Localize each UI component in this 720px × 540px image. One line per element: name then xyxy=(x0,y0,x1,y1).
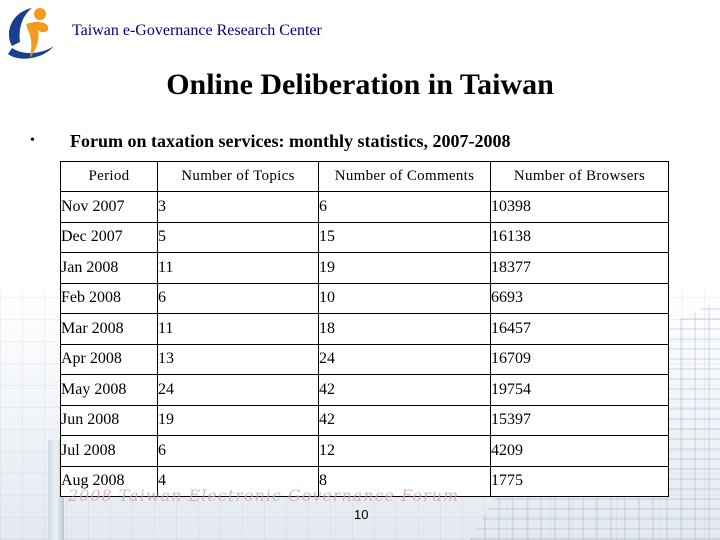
cell-period: Nov 2007 xyxy=(60,191,158,223)
cell-browsers: 4209 xyxy=(490,435,669,467)
cell-comments: 12 xyxy=(318,435,491,467)
cell-period: Jan 2008 xyxy=(60,252,158,284)
cell-topics: 6 xyxy=(157,435,319,467)
table-row: Aug 2008 4 8 1775 xyxy=(60,465,669,497)
cell-topics: 11 xyxy=(157,252,319,284)
cell-comments: 10 xyxy=(318,282,491,314)
header-topics: Number of Topics xyxy=(157,161,319,192)
cell-period: Feb 2008 xyxy=(60,282,158,314)
slide-title: Online Deliberation in Taiwan xyxy=(166,68,554,101)
cell-topics: 3 xyxy=(157,191,319,223)
cell-comments: 19 xyxy=(318,252,491,284)
table-row: Feb 2008 6 10 6693 xyxy=(60,282,669,314)
cell-browsers: 16457 xyxy=(490,313,669,345)
cell-topics: 11 xyxy=(157,313,319,345)
cell-topics: 19 xyxy=(157,404,319,436)
cell-topics: 24 xyxy=(157,374,319,406)
cell-period: Aug 2008 xyxy=(60,465,158,497)
cell-topics: 4 xyxy=(157,465,319,497)
cell-period: Jul 2008 xyxy=(60,435,158,467)
bullet-text: Forum on taxation services: monthly stat… xyxy=(70,131,511,151)
table-row: May 2008 24 42 19754 xyxy=(60,374,669,406)
cell-period: Mar 2008 xyxy=(60,313,158,345)
cell-topics: 13 xyxy=(157,343,319,375)
cell-browsers: 18377 xyxy=(490,252,669,284)
header-browsers: Number of Browsers xyxy=(490,161,669,192)
cell-browsers: 16138 xyxy=(490,221,669,253)
cell-period: Dec 2007 xyxy=(60,221,158,253)
cell-comments: 15 xyxy=(318,221,491,253)
cell-browsers: 16709 xyxy=(490,343,669,375)
cell-comments: 42 xyxy=(318,404,491,436)
table-row: Jan 2008 11 19 18377 xyxy=(60,252,669,284)
cell-browsers: 6693 xyxy=(490,282,669,314)
cell-browsers: 10398 xyxy=(490,191,669,223)
page-number: 10 xyxy=(354,507,369,522)
org-name: Taiwan e-Governance Research Center xyxy=(72,22,322,39)
forum-watermark: 2008 Taiwan Electronic Governance Forum xyxy=(68,486,460,505)
cell-period: May 2008 xyxy=(60,374,158,406)
cell-comments: 18 xyxy=(318,313,491,345)
table-row: Dec 2007 5 15 16138 xyxy=(60,221,669,253)
cell-comments: 6 xyxy=(318,191,491,223)
table-row: Apr 2008 13 24 16709 xyxy=(60,343,669,375)
table-body: Nov 2007 3 6 10398 Dec 2007 5 15 16138 Jan 2008 1… xyxy=(60,191,669,497)
table-row: Jun 2008 19 42 15397 xyxy=(60,404,669,436)
teg-logo-icon xyxy=(8,8,54,59)
cell-browsers: 15397 xyxy=(490,404,669,436)
statistics-table: Period Number of Topics Number of Commen… xyxy=(60,161,669,497)
header-period: Period xyxy=(60,161,158,192)
table-row: Jul 2008 6 12 4209 xyxy=(60,435,669,467)
cell-comments: 8 xyxy=(318,465,491,497)
cell-period: Jun 2008 xyxy=(60,404,158,436)
table-row: Nov 2007 3 6 10398 xyxy=(60,191,669,223)
cell-comments: 42 xyxy=(318,374,491,406)
table-header-row: Period Number of Topics Number of Commen… xyxy=(60,161,669,192)
header-comments: Number of Comments xyxy=(318,161,491,192)
cell-browsers: 1775 xyxy=(490,465,669,497)
cell-browsers: 19754 xyxy=(490,374,669,406)
table-row: Mar 2008 11 18 16457 xyxy=(60,313,669,345)
cell-topics: 5 xyxy=(157,221,319,253)
cell-period: Apr 2008 xyxy=(60,343,158,375)
cell-comments: 24 xyxy=(318,343,491,375)
cell-topics: 6 xyxy=(157,282,319,314)
bullet-marker: • xyxy=(30,133,35,148)
